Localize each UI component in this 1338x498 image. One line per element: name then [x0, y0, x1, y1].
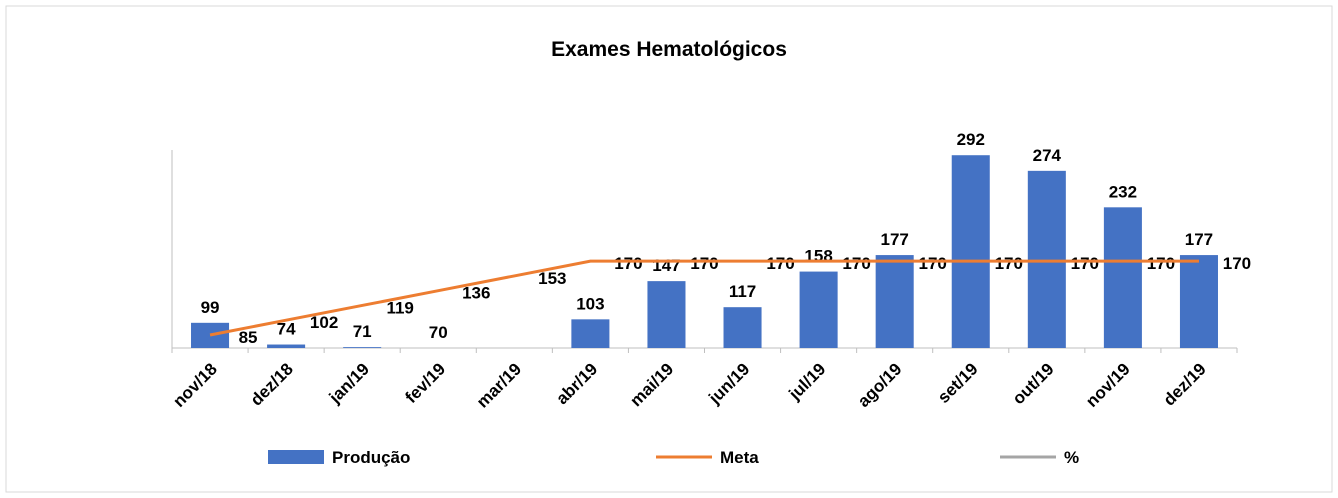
line-value-label: 170 — [842, 254, 870, 273]
bar-value-label: 158 — [804, 247, 832, 266]
bar-value-label: 292 — [957, 130, 985, 149]
line-value-label: 170 — [1147, 254, 1175, 273]
bar-value-label: 103 — [576, 294, 604, 313]
bar — [571, 319, 610, 348]
line-value-label: 170 — [1071, 254, 1099, 273]
bar — [1179, 255, 1218, 348]
line — [209, 259, 1199, 337]
bar-value-label: 74 — [277, 320, 296, 339]
line-value-label: 170 — [995, 254, 1023, 273]
bar — [951, 155, 990, 348]
line-value-label: 102 — [310, 313, 338, 332]
line-value-label: 170 — [918, 254, 946, 273]
bar-value-label: 117 — [729, 282, 756, 301]
line-value-label: 170 — [1223, 254, 1251, 273]
bar — [267, 344, 306, 348]
bar — [875, 255, 914, 348]
bar-value-label: 232 — [1109, 182, 1137, 201]
bar — [1103, 207, 1142, 348]
bar — [343, 347, 382, 348]
chart-title: Exames Hematológicos — [551, 38, 787, 61]
line-value-label: 119 — [386, 298, 413, 317]
bar — [647, 281, 686, 348]
line-value-label: 153 — [538, 269, 566, 288]
legend-label: Produção — [332, 448, 410, 467]
bar-value-label: 177 — [880, 230, 908, 249]
legend-label: Meta — [720, 448, 759, 467]
line-value-label: 170 — [690, 254, 718, 273]
line-value-label: 85 — [239, 328, 258, 347]
bar — [191, 322, 230, 348]
bar-value-label: 70 — [429, 323, 448, 342]
bar-value-label: 147 — [652, 256, 680, 275]
line-value-label: 170 — [766, 254, 794, 273]
line-value-label: 136 — [462, 284, 490, 303]
legend-label: % — [1064, 448, 1079, 467]
legend-swatch — [268, 450, 324, 464]
line-value-label: 170 — [614, 254, 642, 273]
bar — [723, 307, 762, 348]
bar-value-label: 177 — [1185, 230, 1213, 249]
bar-value-label: 274 — [1033, 146, 1062, 165]
bar-value-label: 99 — [201, 298, 220, 317]
bar-value-label: 71 — [353, 322, 372, 341]
bar — [1027, 170, 1066, 348]
bar — [799, 271, 838, 348]
